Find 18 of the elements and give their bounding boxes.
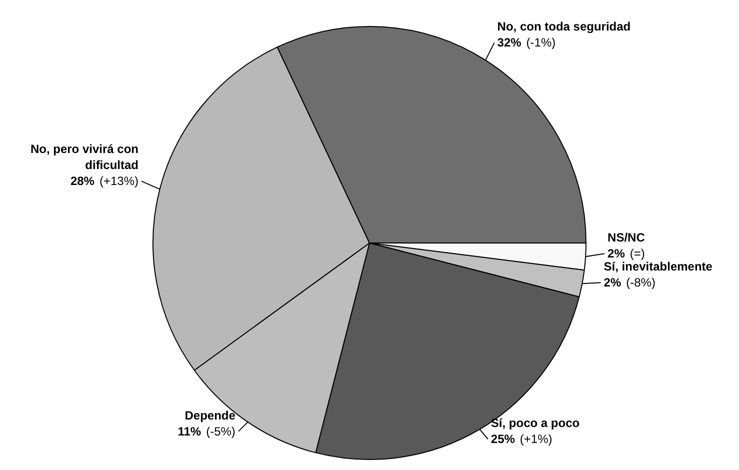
data-label: 25% [490,432,516,446]
slice-label: Depende [184,408,236,422]
slice-label: NS/NC [608,230,646,245]
text: (-5%) [206,424,236,438]
data-label: 11% [178,424,202,438]
data-label: 28% [70,174,95,188]
data-label: 32% [497,36,522,50]
data-label: 2% [604,276,622,290]
slice-label: Sí, inevitablemente [604,260,713,274]
data-label: 2% [608,246,626,261]
slice-label: No, con toda seguridad [497,20,631,34]
text: (-8%) [626,276,656,290]
text: (=) [630,246,645,261]
slice-label: Sí, poco a poco [490,416,580,430]
text: (+1%) [520,432,552,446]
text: (-1%) [526,36,556,50]
slice-label: No, pero vivirá con dificultad [30,142,138,172]
text: (+13%) [99,174,138,188]
